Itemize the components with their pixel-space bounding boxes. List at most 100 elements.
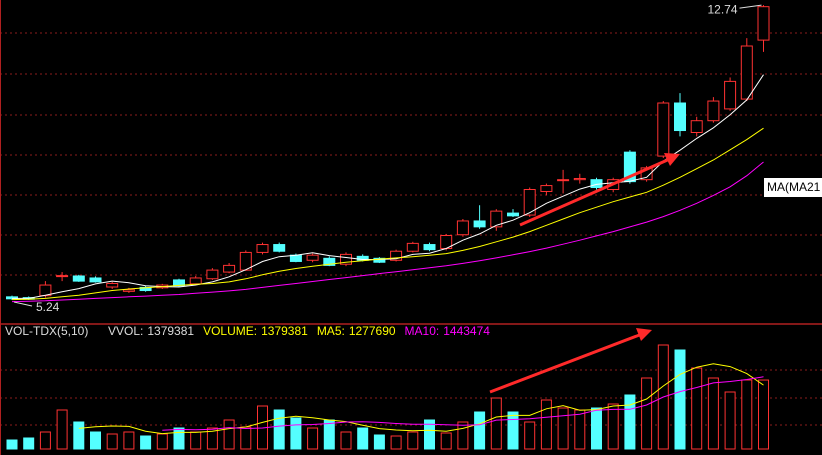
candle-body xyxy=(523,189,536,216)
volume-bar xyxy=(123,431,135,450)
ma-line xyxy=(11,127,764,301)
candle-body xyxy=(89,277,102,283)
volume-bar xyxy=(440,432,452,450)
volume-bar xyxy=(424,419,435,450)
arrow-shaft xyxy=(489,332,643,394)
annotation-arrow xyxy=(13,301,33,307)
volume-bar xyxy=(691,367,703,450)
label-box xyxy=(764,178,822,197)
candle-body xyxy=(456,220,469,236)
candle-body xyxy=(56,275,69,278)
volume-bar xyxy=(474,411,486,450)
candle-body xyxy=(256,244,269,253)
candle-body xyxy=(540,185,553,192)
candle-body xyxy=(724,80,737,110)
candle-body xyxy=(306,254,319,261)
candle-body xyxy=(390,250,403,261)
readout-name: MA10: xyxy=(405,324,440,338)
candle-body xyxy=(406,242,419,252)
candle-body xyxy=(573,177,586,181)
volume-bar xyxy=(323,419,335,450)
low-label: 5.24 xyxy=(36,300,60,314)
volume-bar xyxy=(140,435,152,450)
candle-body xyxy=(106,282,119,288)
volume-bar xyxy=(173,427,185,450)
volume-bar xyxy=(524,421,536,450)
readout-name: VVOL: xyxy=(108,324,143,338)
volume-bar xyxy=(190,431,202,450)
candle-body xyxy=(423,244,436,251)
readout-value: 1379381 xyxy=(147,324,194,338)
readout-value: 1379381 xyxy=(261,324,308,338)
volume-bar xyxy=(490,397,502,450)
candle-body xyxy=(674,102,686,132)
volume-bar xyxy=(674,349,686,450)
ma-line xyxy=(78,363,764,435)
volume-bar xyxy=(223,419,235,450)
candle-body xyxy=(273,244,286,252)
volume-bar xyxy=(574,409,586,450)
volume-bar xyxy=(724,391,736,450)
volume-bar xyxy=(73,421,85,450)
volume-bar xyxy=(290,417,302,450)
candle-body xyxy=(740,45,753,100)
volume-bar xyxy=(457,421,469,450)
volume-bar xyxy=(557,407,569,450)
candle-body xyxy=(340,253,352,265)
volume-bar xyxy=(707,377,719,450)
volume-bar xyxy=(206,427,218,450)
candle-body xyxy=(122,289,135,292)
volume-bar xyxy=(273,409,285,450)
candle-body xyxy=(223,264,236,273)
candle-body xyxy=(206,269,219,280)
volume-bar xyxy=(624,394,636,450)
readout-name: MA5: xyxy=(317,324,345,338)
volume-bar xyxy=(507,411,519,450)
volume-bar xyxy=(39,431,51,450)
volume-bar xyxy=(641,377,653,450)
volume-bar xyxy=(307,427,319,450)
volume-bar xyxy=(240,426,252,450)
volume-bar xyxy=(373,434,385,450)
candle-body xyxy=(690,120,703,133)
candle-body xyxy=(657,102,670,157)
candle-body xyxy=(72,275,85,282)
ma-line xyxy=(162,376,764,431)
ma-line xyxy=(11,161,764,303)
candle-body xyxy=(707,100,720,122)
candle-body xyxy=(323,257,336,266)
volume-bar xyxy=(741,379,753,450)
marks: 12.74 5.24 VVOL: 1379381 VOLUME: 1379381 MA5: 1… xyxy=(6,2,770,450)
candle-body xyxy=(757,6,770,41)
arrow-head xyxy=(664,153,680,166)
volume-bar xyxy=(357,427,369,450)
readout-value: 1443474 xyxy=(443,324,490,338)
indicator-name: VOL-TDX(5,10) xyxy=(5,324,88,338)
volume-bar xyxy=(607,403,619,450)
volume-bar xyxy=(156,433,168,450)
volume-bar xyxy=(407,431,419,450)
volume-bar xyxy=(758,379,769,450)
high-label: 12.74 xyxy=(707,2,737,16)
volume-bar xyxy=(23,437,35,450)
volume-bar xyxy=(540,399,552,450)
ma-line xyxy=(12,74,764,299)
volume-bar xyxy=(6,439,18,450)
candle-body xyxy=(189,277,202,285)
volume-bar xyxy=(591,407,602,450)
readouts: VVOL: 1379381 VOLUME: 1379381 MA5: 1277690 MA1… xyxy=(108,324,490,338)
candle-body xyxy=(289,254,302,262)
label-box-text: MA(MA21 xyxy=(767,180,821,194)
annotation-arrow xyxy=(739,4,762,9)
candle-body xyxy=(507,212,519,217)
volume-bar xyxy=(390,435,402,450)
arrow-head xyxy=(636,328,652,341)
volume-bar xyxy=(106,433,118,450)
trend-arrows xyxy=(489,153,680,394)
candle-body xyxy=(373,257,386,263)
candle-body xyxy=(473,220,486,228)
volume-bar xyxy=(90,431,101,450)
volume-bar xyxy=(340,431,352,450)
